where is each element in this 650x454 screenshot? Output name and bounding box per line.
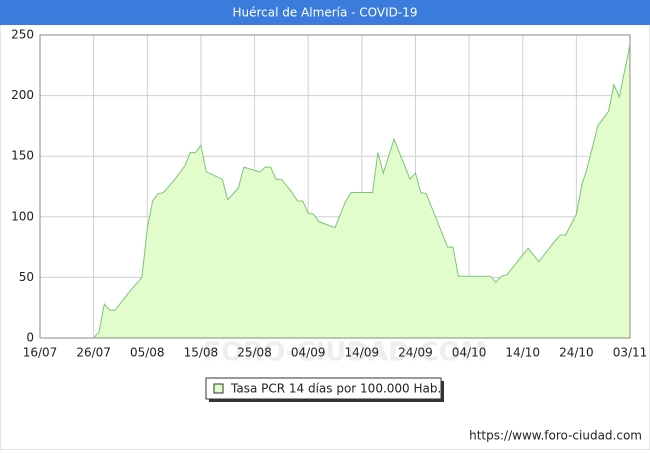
legend (205, 377, 442, 400)
legend-swatch (213, 383, 224, 394)
x-tick-label: 14/09 (345, 346, 380, 360)
x-tick-label: 26/07 (76, 346, 111, 360)
x-tick-label: 24/09 (398, 346, 433, 360)
area (93, 44, 631, 339)
x-tick-label: 15/08 (184, 346, 219, 360)
y-tick-label: 250 (11, 28, 34, 42)
x-tick-label: 16/07 (23, 346, 58, 360)
line (93, 44, 631, 339)
x-tick-label: 05/08 (130, 346, 165, 360)
source: https://www.foro-ciudad.com (469, 429, 642, 443)
x-tick-label: 04/10 (452, 346, 487, 360)
y-tick-label: 0 (26, 331, 34, 345)
y-tick-label: 100 (11, 209, 34, 223)
chart-title: Huércal de Almería - COVID-19 (233, 6, 418, 20)
x-tick-label: 03/11 (613, 346, 648, 360)
y-tick-label: 50 (19, 270, 34, 284)
x-tick-label: 25/08 (237, 346, 272, 360)
axes: 0 50 100 150 200 250 16/07 26/07 05/08 15/08 25/08… (11, 28, 647, 360)
title-bar (0, 0, 650, 25)
watermark: FORO-CIUDAD.COM (203, 338, 486, 368)
x-tick-label: 04/09 (291, 346, 326, 360)
plot-border (39, 34, 631, 339)
y-tick-label: 150 (11, 149, 34, 163)
x-tick-label: 14/10 (505, 346, 540, 360)
x-tick-label: 24/10 (559, 346, 594, 360)
y-tick-label: 200 (11, 88, 34, 102)
legend-label: Tasa PCR 14 días por 100.000 Hab. (230, 382, 441, 396)
marks (93, 44, 631, 339)
